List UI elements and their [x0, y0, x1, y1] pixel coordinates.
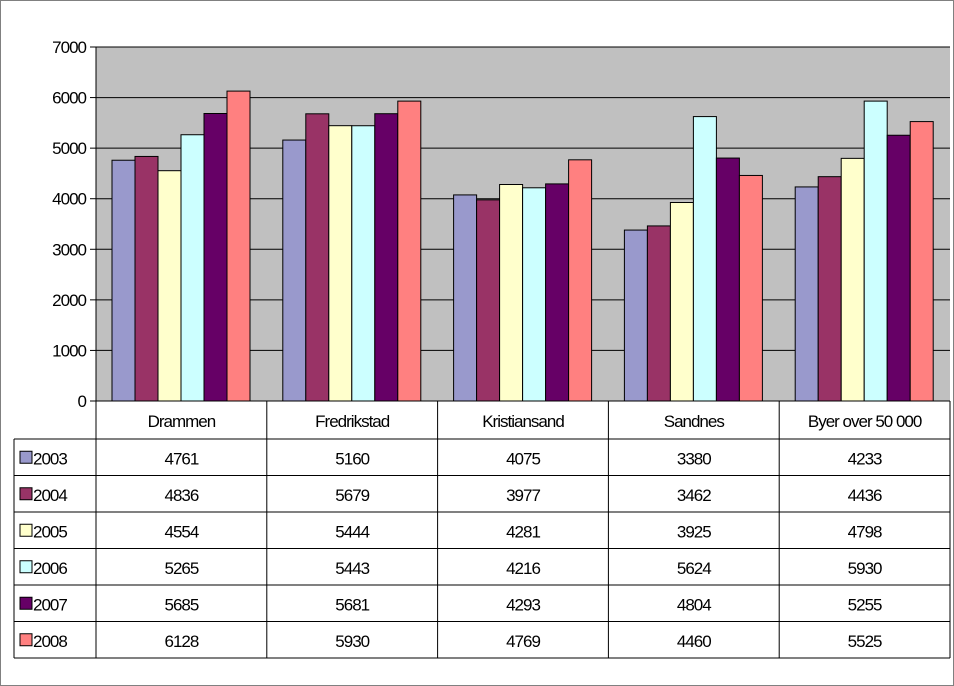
bar-2008-1 — [397, 100, 422, 402]
bar-2005-2 — [499, 184, 524, 402]
legend-label: 2004 — [33, 486, 67, 505]
legend-swatch-2007 — [19, 596, 33, 610]
bar-2003-3 — [623, 229, 648, 402]
category-label: Kristiansand — [482, 412, 564, 431]
table-cell: 4804 — [677, 595, 711, 614]
table-cell: 5679 — [335, 486, 369, 505]
table-cell: 4436 — [848, 486, 882, 505]
bar-2003-0 — [111, 159, 136, 402]
bar-2005-0 — [157, 170, 182, 402]
y-tick-label: 2000 — [52, 291, 86, 310]
table-cell: 6128 — [164, 632, 198, 651]
category-label: Byer over 50 000 — [808, 412, 922, 431]
bar-2003-1 — [282, 139, 307, 402]
table-cell: 5930 — [848, 559, 882, 578]
table-cell: 5681 — [335, 595, 369, 614]
table-cell: 4281 — [506, 522, 540, 541]
category-label: Fredrikstad — [315, 412, 390, 431]
legend-label: 2003 — [33, 449, 67, 468]
bar-2006-1 — [351, 125, 376, 402]
bar-2004-1 — [305, 113, 330, 402]
legend-label: 2008 — [33, 632, 67, 651]
bar-2008-3 — [738, 174, 763, 402]
y-tick-label: 1000 — [52, 341, 86, 360]
table-cell: 4836 — [164, 486, 198, 505]
bar-2004-0 — [134, 155, 159, 402]
table-cell: 4075 — [506, 449, 540, 468]
bar-2004-4 — [817, 176, 842, 402]
table-cell: 5930 — [335, 632, 369, 651]
legend-swatch-2003 — [19, 450, 33, 464]
bar-2007-2 — [545, 183, 570, 402]
bar-2007-1 — [374, 113, 399, 402]
bar-2004-2 — [476, 199, 501, 402]
bar-2005-1 — [328, 125, 353, 402]
bar-2007-0 — [203, 113, 228, 402]
table-cell: 5255 — [848, 595, 882, 614]
table-cell: 5160 — [335, 449, 369, 468]
table-cell: 4769 — [506, 632, 540, 651]
table-cell: 4460 — [677, 632, 711, 651]
bar-2006-3 — [692, 116, 717, 402]
table-cell: 4293 — [506, 595, 540, 614]
legend-label: 2005 — [33, 522, 67, 541]
table-cell: 3925 — [677, 522, 711, 541]
legend-swatch-2006 — [19, 560, 33, 574]
table-cell: 5444 — [335, 522, 369, 541]
table-cell: 3462 — [677, 486, 711, 505]
y-tick-label: 6000 — [52, 89, 86, 108]
bar-2005-3 — [669, 202, 694, 402]
table-cell: 5624 — [677, 559, 711, 578]
bar-2003-2 — [453, 194, 478, 402]
bar-2006-2 — [522, 187, 547, 402]
bar-2007-4 — [886, 134, 911, 402]
legend-swatch-2005 — [19, 523, 33, 537]
table-cell: 3380 — [677, 449, 711, 468]
legend-label: 2006 — [33, 559, 67, 578]
bar-2008-0 — [226, 90, 251, 402]
table-cell: 4554 — [164, 522, 198, 541]
bar-2006-4 — [863, 100, 888, 402]
category-label: Sandnes — [664, 412, 725, 431]
bar-2003-4 — [794, 186, 819, 402]
table-cell: 4233 — [848, 449, 882, 468]
legend-label: 2007 — [33, 595, 67, 614]
y-tick-label: 4000 — [52, 190, 86, 209]
table-cell: 4798 — [848, 522, 882, 541]
table-cell: 4216 — [506, 559, 540, 578]
legend-swatch-2008 — [19, 633, 33, 647]
table-cell: 5265 — [164, 559, 198, 578]
category-label: Drammen — [148, 412, 216, 431]
y-tick-label: 0 — [78, 392, 87, 411]
bar-2006-0 — [180, 134, 205, 402]
y-tick-label: 3000 — [52, 240, 86, 259]
table-cell: 4761 — [164, 449, 198, 468]
y-tick-label: 7000 — [52, 38, 86, 57]
table-cell: 5525 — [848, 632, 882, 651]
bar-2008-4 — [909, 121, 934, 402]
legend-swatch-2004 — [19, 487, 33, 501]
table-cell: 3977 — [506, 486, 540, 505]
bar-2005-4 — [840, 157, 865, 402]
table-cell: 5443 — [335, 559, 369, 578]
bar-2004-3 — [646, 225, 671, 402]
bar-2008-2 — [568, 159, 593, 402]
y-tick-label: 5000 — [52, 139, 86, 158]
bar-2007-3 — [715, 157, 740, 402]
table-cell: 5685 — [164, 595, 198, 614]
